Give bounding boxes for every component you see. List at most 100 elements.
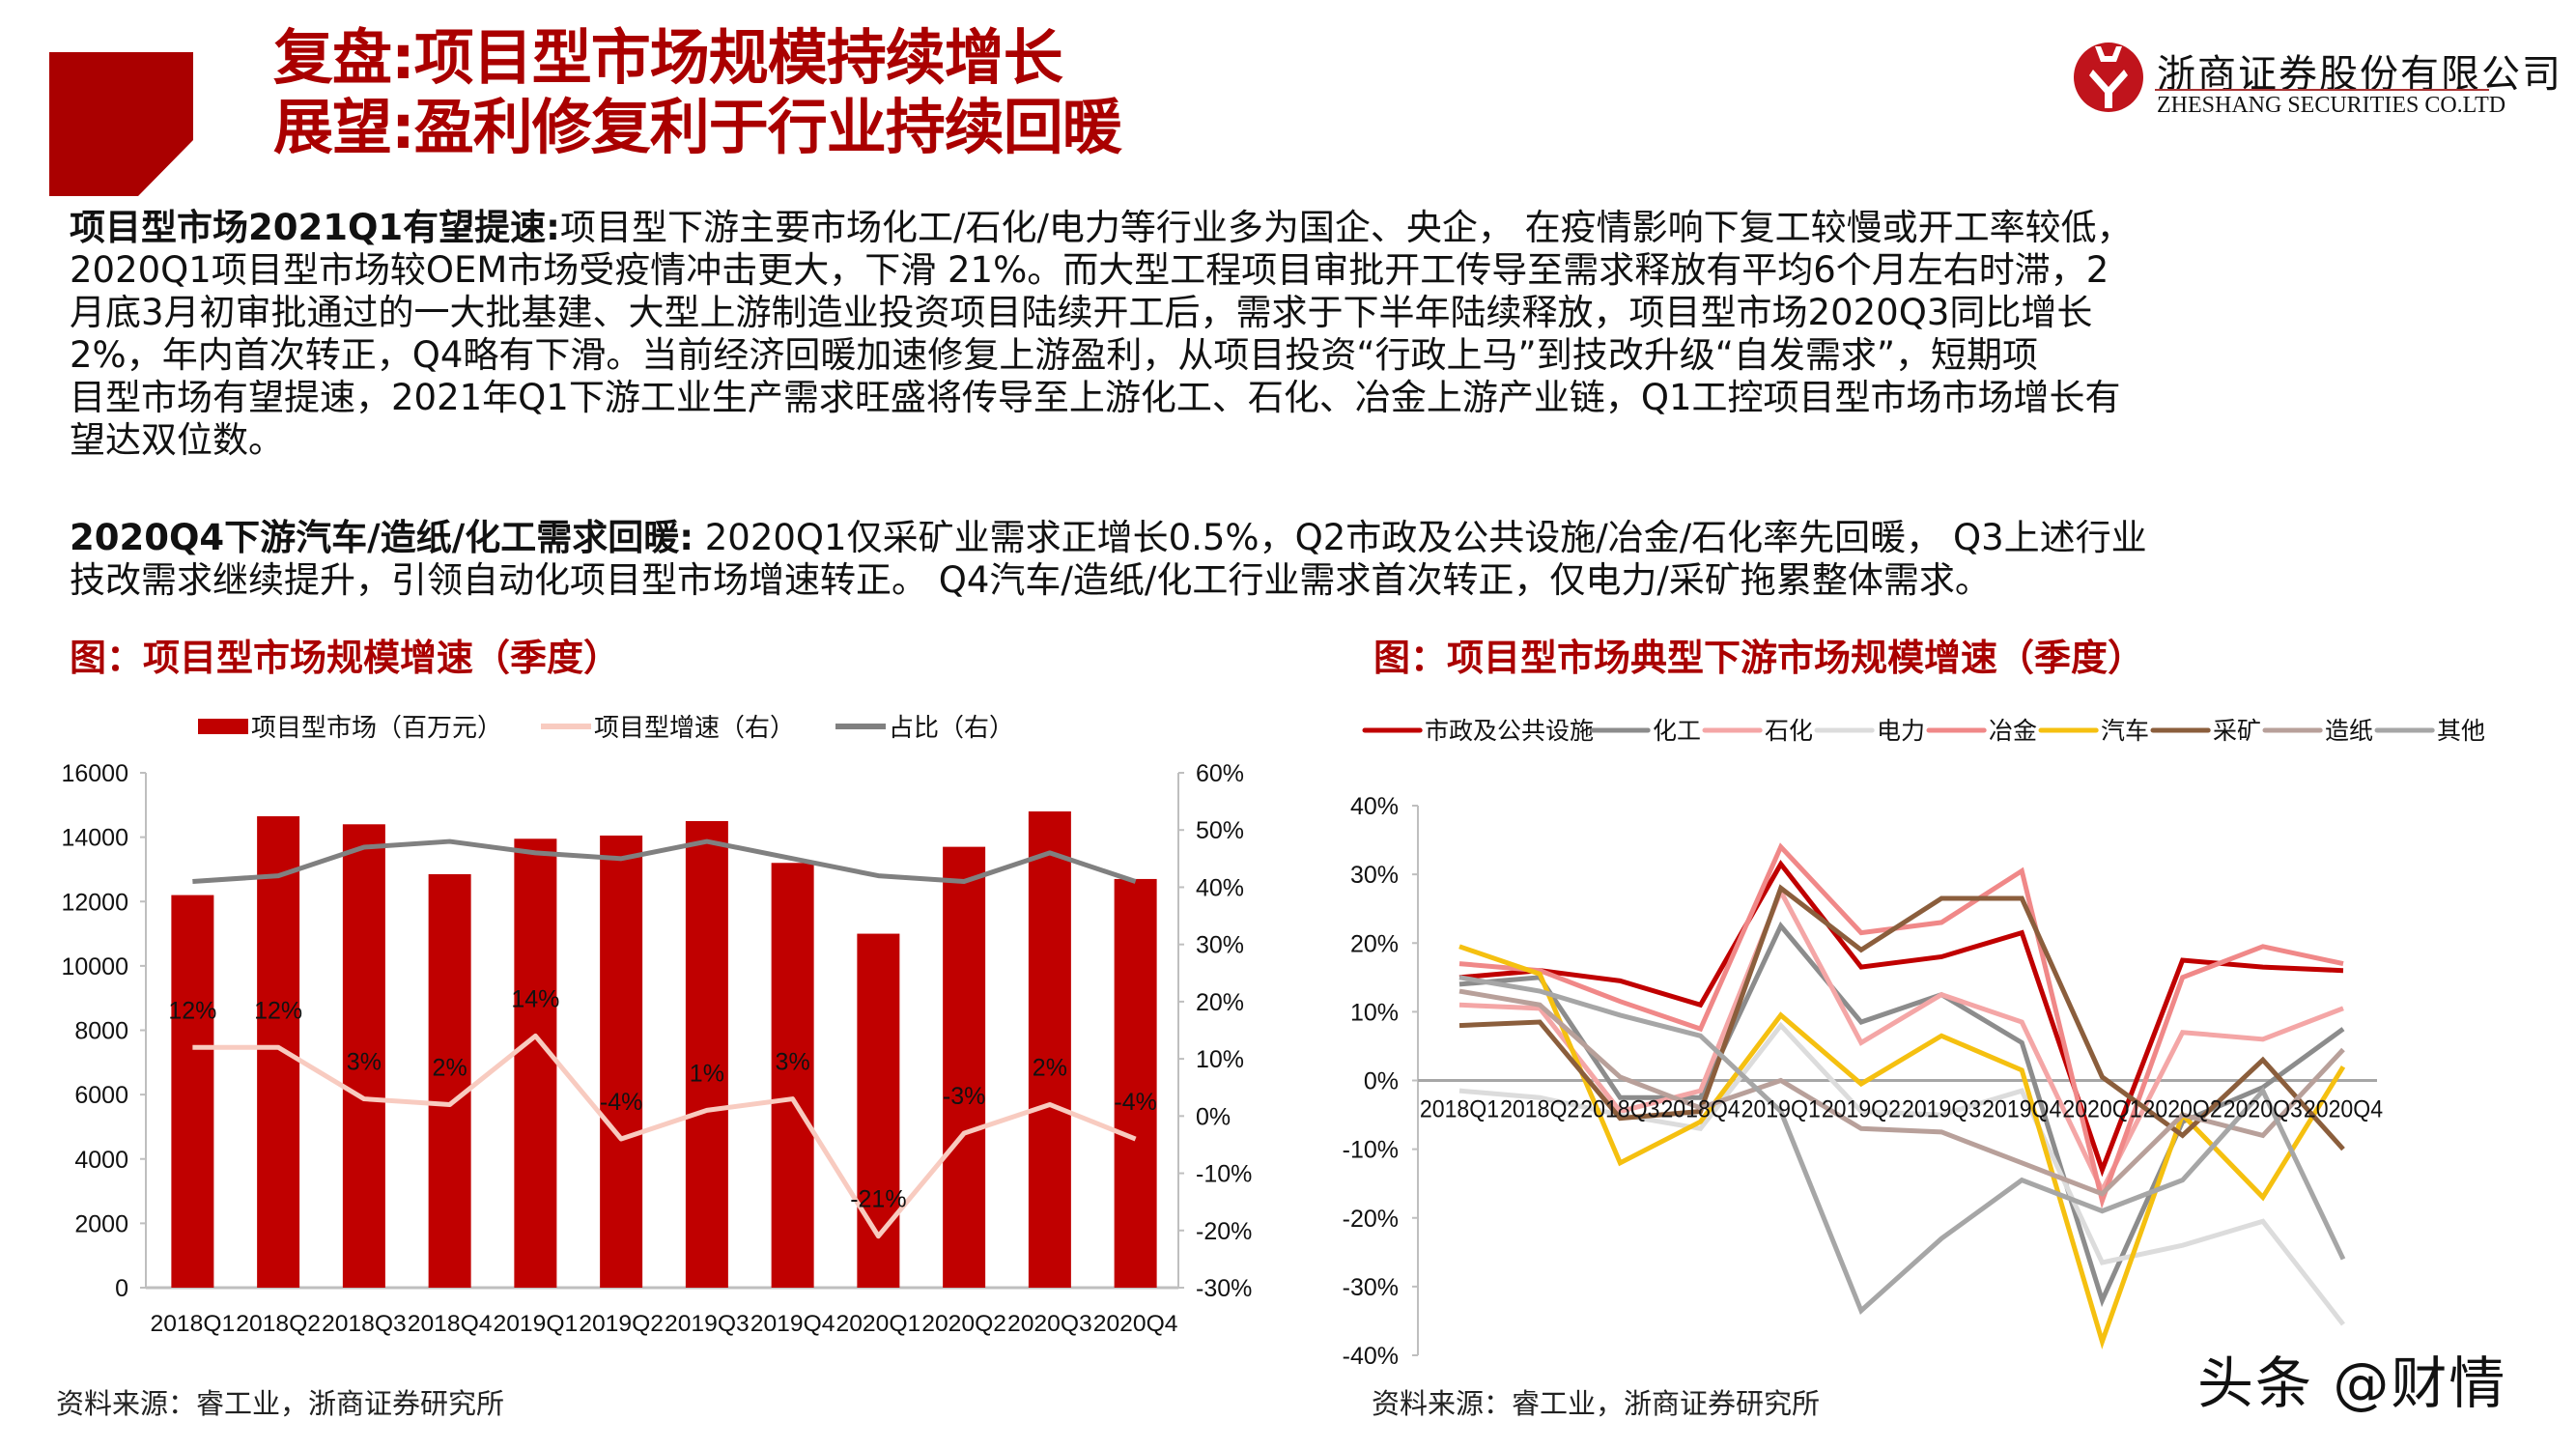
y2-tick-label: -30% xyxy=(1196,1275,1252,1302)
y2-tick-label: 0% xyxy=(1196,1103,1231,1130)
share-line xyxy=(192,838,1137,885)
growth-line xyxy=(192,1033,1137,1239)
y-tick-label: 20% xyxy=(1350,930,1399,957)
x-tick-label: 2018Q2 xyxy=(236,1311,321,1337)
bar xyxy=(685,820,728,1288)
bar xyxy=(1028,810,1071,1288)
y2-tick-label: 60% xyxy=(1196,760,1244,787)
series-line xyxy=(1458,885,2344,1196)
legend-label: 电力 xyxy=(1877,718,1925,745)
y2-tick-label: 50% xyxy=(1196,817,1244,844)
bar xyxy=(857,933,900,1288)
x-tick-label: 2019Q1 xyxy=(494,1311,579,1337)
paragraph-line: 目型市场有望提速，2021年Q1下游工业生产需求旺盛将传导至上游化工、石化、冶金… xyxy=(70,377,2121,418)
bar xyxy=(771,863,814,1288)
x-tick-label: 2018Q3 xyxy=(1580,1096,1659,1123)
y-tick-label: 6000 xyxy=(74,1082,128,1109)
left-chart: 项目型市场（百万元） 项目型增速（右） 占比（右） 0 2000 4000 6000 8000… xyxy=(61,713,1252,1337)
legend-swatch xyxy=(835,724,886,729)
legend-item: 占比（右） xyxy=(835,713,1014,742)
legend-label: 冶金 xyxy=(1989,718,2037,745)
paragraph-lead: 2020Q4下游汽车/造纸/化工需求回暖: xyxy=(70,517,694,558)
y-tick-label: -30% xyxy=(1343,1274,1399,1301)
legend-item: 造纸 xyxy=(2262,718,2373,745)
y-tick-label: 10000 xyxy=(61,953,128,980)
legend-label: 造纸 xyxy=(2325,718,2373,745)
legend-item: 电力 xyxy=(1814,718,1925,745)
data-label: 14% xyxy=(511,985,559,1012)
bar xyxy=(257,815,300,1288)
paragraph-line: 项目型下游主要市场化工/石化/电力等行业多为国企、央企， 在疫情影响下复工较慢或… xyxy=(559,207,2133,248)
bar xyxy=(428,873,471,1288)
legend-item: 市政及公共设施 xyxy=(1362,718,1594,745)
zheshang-logo-icon xyxy=(2074,43,2143,112)
title-decoration xyxy=(49,52,193,196)
bar xyxy=(600,835,643,1288)
x-tick-label: 2019Q3 xyxy=(665,1311,750,1337)
legend-label: 项目型增速（右） xyxy=(594,713,795,742)
series-line xyxy=(1458,842,2344,1209)
x-tick-label: 2020Q2 xyxy=(921,1311,1006,1337)
data-label: 3% xyxy=(776,1049,810,1076)
legend-label: 项目型市场（百万元） xyxy=(251,713,502,742)
series-line xyxy=(1458,859,2344,1178)
logo-divider xyxy=(2155,89,2489,91)
data-label: -4% xyxy=(1114,1089,1156,1116)
y2-tick-label: -10% xyxy=(1196,1161,1252,1188)
right-chart: 市政及公共设施 化工 石化 电力 冶金 汽车 采矿 造纸 其他 -40% -30% -20% -10% 0… xyxy=(1343,718,2485,1370)
paragraph-line: 月底3月初审批通过的一大批基建、大型上游制造业投资项目陆续开工后，需求于下半年陆… xyxy=(70,292,2093,333)
legend-label: 采矿 xyxy=(2213,718,2261,745)
paragraph-line: 2020Q1仅采矿业需求正增长0.5%，Q2市政及公共设施/冶金/石化率先回暖，… xyxy=(694,517,2147,558)
company-logo: 浙商证券股份有限公司 ZHESHANG SECURITIES CO.LTD xyxy=(2072,39,2561,126)
x-tick-label: 2018Q2 xyxy=(1500,1096,1579,1123)
bar-series xyxy=(171,810,1157,1288)
data-label: 3% xyxy=(347,1049,382,1076)
paragraph-line: 2020Q1项目型市场较OEM市场受疫情冲击更大，下滑 21%。而大型工程项目审… xyxy=(70,249,2109,291)
y-tick-label: 8000 xyxy=(74,1018,128,1045)
x-tick-label: 2020Q4 xyxy=(2304,1096,2383,1123)
data-label: -21% xyxy=(850,1186,906,1213)
chart-legend: 市政及公共设施 化工 石化 电力 冶金 汽车 采矿 造纸 其他 xyxy=(1362,718,2485,745)
chart-legend: 项目型市场（百万元） 项目型增速（右） 占比（右） xyxy=(198,713,1014,742)
data-label: -3% xyxy=(943,1083,985,1110)
left-source-note: 资料来源：睿工业，浙商证券研究所 xyxy=(56,1387,505,1420)
legend-item: 冶金 xyxy=(1926,718,2037,745)
x-tick-label: 2019Q4 xyxy=(1982,1096,2061,1123)
series-line xyxy=(1458,884,2345,1151)
legend-label: 石化 xyxy=(1765,718,1813,745)
watermark: 头条 @财情 xyxy=(2197,1350,2507,1416)
title-line-1: 复盘:项目型市场规模持续增长 xyxy=(273,22,1063,93)
x-tick-label: 2020Q3 xyxy=(2223,1096,2303,1123)
y-tick-label: 30% xyxy=(1350,862,1399,889)
series-line xyxy=(1458,1021,2345,1326)
y2-tick-label: -20% xyxy=(1196,1218,1252,1245)
x-tick-label: 2020Q1 xyxy=(2062,1096,2141,1123)
y2-tick-label: 20% xyxy=(1196,989,1244,1016)
paragraph-line: 2%，年内首次转正，Q4略有下滑。当前经济回暖加速修复上游盈利，从项目投资“行政… xyxy=(70,334,2039,376)
bar xyxy=(1114,878,1157,1288)
bar xyxy=(342,824,385,1288)
series-line xyxy=(1458,975,2346,1316)
data-label: 2% xyxy=(433,1054,467,1081)
legend-item: 项目型市场（百万元） xyxy=(198,713,502,742)
x-tick-label: 2019Q1 xyxy=(1741,1096,1821,1123)
y-tick-label: 2000 xyxy=(74,1210,128,1237)
y-tick-label: 16000 xyxy=(61,760,128,787)
y-tick-label: -40% xyxy=(1343,1343,1399,1370)
left-figure-title: 图：项目型市场规模增速（季度） xyxy=(70,637,621,679)
legend-label: 汽车 xyxy=(2101,718,2149,745)
bar xyxy=(943,846,986,1288)
legend-item: 采矿 xyxy=(2150,718,2261,745)
x-tick-label: 2019Q4 xyxy=(750,1311,835,1337)
y-tick-label: -10% xyxy=(1343,1137,1399,1164)
x-tick-label: 2018Q1 xyxy=(151,1311,236,1337)
legend-label: 化工 xyxy=(1653,718,1701,745)
x-tick-label: 2019Q2 xyxy=(579,1311,664,1337)
legend-item: 石化 xyxy=(1702,718,1813,745)
legend-item: 项目型增速（右） xyxy=(541,713,795,742)
x-tick-label: 2018Q4 xyxy=(1660,1096,1740,1123)
data-label: -4% xyxy=(600,1089,642,1116)
legend-swatch xyxy=(198,719,248,734)
x-tick-label: 2020Q4 xyxy=(1093,1311,1178,1337)
y-tick-label: 0 xyxy=(115,1275,128,1302)
